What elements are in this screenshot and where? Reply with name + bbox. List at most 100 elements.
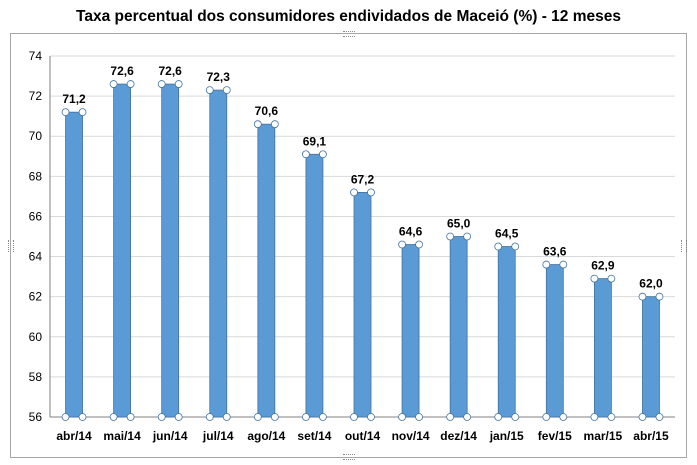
x-tick-label: fev/15 bbox=[538, 429, 572, 443]
bar-handle bbox=[174, 80, 183, 88]
bar-handle bbox=[463, 232, 472, 241]
data-label: 65,0 bbox=[447, 217, 471, 231]
bar-handle bbox=[319, 150, 327, 159]
bar bbox=[497, 246, 516, 418]
bar-handle bbox=[253, 413, 262, 421]
data-label: 70,6 bbox=[255, 104, 279, 118]
bar-handle bbox=[398, 240, 406, 249]
bar-handle bbox=[655, 292, 664, 301]
x-tick-label: jan/15 bbox=[489, 429, 524, 443]
x-tick-label: dez/14 bbox=[440, 429, 477, 443]
data-label: 69,1 bbox=[303, 134, 327, 148]
bar-handle bbox=[350, 188, 358, 197]
resize-handle-bottom[interactable] bbox=[343, 454, 355, 460]
x-tick-label: abr/14 bbox=[56, 429, 92, 443]
bar-handle bbox=[590, 274, 599, 283]
bar bbox=[593, 278, 612, 418]
bar-handle bbox=[590, 413, 599, 421]
bar-handle bbox=[205, 413, 214, 421]
bar-handle bbox=[157, 80, 166, 88]
data-label: 71,2 bbox=[62, 92, 86, 106]
bar-handle bbox=[559, 413, 568, 421]
bar-handle bbox=[607, 274, 616, 283]
resize-handle-right[interactable] bbox=[681, 240, 687, 252]
bar-handle bbox=[78, 108, 87, 117]
bar-handle bbox=[109, 413, 118, 421]
x-tick-label: jun/14 bbox=[152, 429, 188, 443]
bar-handle bbox=[415, 240, 423, 249]
data-label: 63,6 bbox=[543, 245, 567, 259]
y-tick-label: 64 bbox=[29, 250, 43, 264]
bar-handle bbox=[415, 413, 423, 421]
bar-handle bbox=[463, 413, 472, 421]
bar-handle bbox=[446, 413, 455, 421]
bar bbox=[401, 244, 420, 418]
bar bbox=[353, 191, 372, 418]
bar-handle bbox=[157, 413, 166, 421]
bar-handle bbox=[302, 413, 310, 421]
bar-handle bbox=[638, 413, 647, 421]
x-tick-label: mar/15 bbox=[584, 429, 623, 443]
bar-handle bbox=[109, 80, 118, 88]
bar bbox=[545, 264, 564, 418]
x-tick-label: nov/14 bbox=[392, 429, 430, 443]
bar-handle bbox=[174, 413, 183, 421]
x-tick-label: mai/14 bbox=[103, 429, 141, 443]
data-label: 72,6 bbox=[159, 64, 183, 78]
y-tick-label: 56 bbox=[29, 410, 43, 424]
bar bbox=[642, 296, 660, 418]
bar-handle bbox=[607, 413, 616, 421]
bar bbox=[65, 111, 83, 418]
bar-handle bbox=[367, 413, 375, 421]
bar-handle bbox=[302, 150, 310, 159]
bar bbox=[209, 89, 228, 418]
bar-handle bbox=[222, 413, 231, 421]
y-tick-label: 70 bbox=[29, 129, 43, 143]
bar-handle bbox=[319, 413, 327, 421]
x-tick-label: set/14 bbox=[297, 429, 331, 443]
bar bbox=[257, 123, 276, 418]
bar-handle bbox=[222, 86, 231, 94]
bar bbox=[161, 83, 180, 418]
data-label: 62,0 bbox=[639, 277, 663, 291]
bar bbox=[113, 83, 132, 418]
resize-handle-left[interactable] bbox=[8, 240, 14, 252]
data-label: 72,3 bbox=[207, 70, 231, 84]
bar-handle bbox=[398, 413, 406, 421]
y-tick-label: 62 bbox=[29, 290, 43, 304]
bar bbox=[449, 236, 468, 418]
bar-handle bbox=[253, 120, 262, 129]
bar-handle bbox=[270, 120, 279, 129]
y-tick-label: 66 bbox=[29, 209, 43, 223]
chart-title: Taxa percentual dos consumidores endivid… bbox=[76, 8, 621, 25]
data-label: 67,2 bbox=[351, 172, 375, 186]
bar-handle bbox=[126, 413, 135, 421]
bar-handle bbox=[126, 80, 135, 88]
bar-handle bbox=[446, 232, 455, 241]
y-tick-label: 74 bbox=[29, 49, 43, 63]
bar bbox=[305, 153, 324, 418]
data-label: 64,5 bbox=[495, 227, 519, 241]
bar-handle bbox=[655, 413, 664, 421]
bar-handle bbox=[205, 86, 214, 94]
bar-handle bbox=[61, 413, 70, 421]
x-tick-label: out/14 bbox=[345, 429, 381, 443]
bar-handle bbox=[638, 292, 647, 301]
y-tick-label: 60 bbox=[29, 330, 43, 344]
bar-handle bbox=[542, 260, 551, 269]
data-label: 72,6 bbox=[110, 64, 134, 78]
data-label: 64,6 bbox=[399, 225, 423, 239]
x-tick-label: jul/14 bbox=[202, 429, 234, 443]
data-label: 62,9 bbox=[591, 259, 615, 273]
bar-handle bbox=[78, 413, 87, 421]
bar-handle bbox=[367, 188, 375, 197]
bar-handle bbox=[270, 413, 279, 421]
resize-handle-top[interactable] bbox=[343, 31, 355, 37]
y-tick-label: 68 bbox=[29, 169, 43, 183]
y-tick-label: 72 bbox=[29, 89, 43, 103]
bar-handle bbox=[494, 413, 503, 421]
bar-handle bbox=[559, 260, 568, 269]
y-tick-label: 58 bbox=[29, 370, 43, 384]
bar-handle bbox=[511, 413, 520, 421]
